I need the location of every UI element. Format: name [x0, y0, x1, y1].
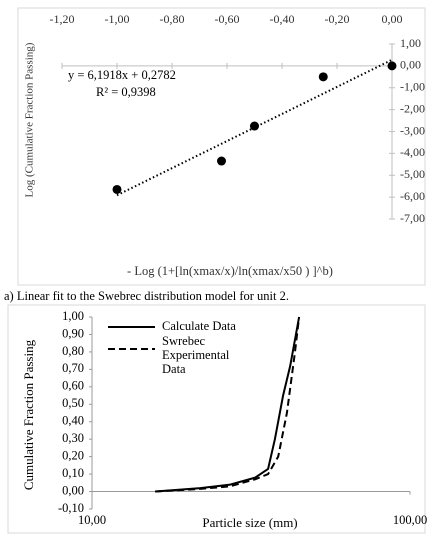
x-axis-label: Particle size (mm): [202, 515, 297, 530]
series-line: [155, 316, 301, 493]
y-tick-label: 0,80: [62, 344, 84, 358]
y-tick-label: 0,30: [62, 431, 84, 445]
y-tick-label: 0,00: [400, 58, 421, 72]
x-tick-label: 10,00: [78, 513, 106, 527]
y-tick-label: 1,00: [400, 36, 421, 50]
y-axis-label: Log (Cumulative Fraction Passing): [24, 42, 36, 197]
legend-label: Swrebec Experimental Data: [162, 334, 230, 376]
x-tick-label: 100,00: [393, 513, 427, 527]
legend-label: Calculate Data: [162, 319, 236, 333]
y-tick-label: -5,00: [400, 167, 425, 181]
y-tick-label: -2,00: [400, 101, 425, 115]
chart-frame: [7, 304, 426, 534]
y-tick-label: 0,20: [62, 449, 84, 463]
series-line: [155, 316, 301, 493]
x-tick-label: -0,40: [270, 12, 295, 26]
data-point: [318, 72, 328, 82]
y-tick-label: 0,60: [62, 379, 84, 393]
y-tick-label: 1,00: [62, 309, 84, 323]
y-tick-label: 0,70: [62, 361, 84, 375]
x-tick-label: -0,80: [160, 12, 185, 26]
y-tick-label: 0,50: [62, 396, 84, 410]
y-tick-label: -1,00: [400, 80, 425, 94]
x-tick-label: -1,20: [50, 12, 75, 26]
x-tick-label: -0,60: [215, 12, 240, 26]
trendline-equation: y = 6,1918x + 0,2782: [68, 68, 176, 82]
plot-area: [56, 30, 406, 235]
y-tick-label: -3,00: [400, 123, 425, 137]
y-tick-label: 0,40: [62, 414, 84, 428]
x-tick-label: 0,00: [382, 12, 403, 26]
y-tick-label: -4,00: [400, 145, 425, 159]
y-axis-label: Cumulative Fraction Passing: [21, 339, 36, 490]
caption: a) Linear fit to the Swebrec distributio…: [4, 289, 289, 303]
chart-frame: [17, 7, 426, 286]
data-point: [112, 184, 122, 194]
y-tick-label: 0,00: [62, 483, 84, 497]
x-tick-label: -1,00: [105, 12, 130, 26]
data-point: [387, 61, 397, 71]
y-tick-label: -7,00: [400, 211, 425, 225]
trendline-r2: R² = 0,9398: [96, 85, 156, 99]
y-tick-label: 0,10: [62, 466, 84, 480]
y-tick-label: 0,90: [62, 326, 84, 340]
data-point: [250, 121, 259, 131]
data-point: [217, 156, 226, 166]
x-tick-label: -0,20: [325, 12, 350, 26]
x-axis-label: - Log (1+[ln(xmax/x)/ln(xmax/x50 ) ]^b): [127, 264, 333, 278]
y-tick-label: -0,10: [58, 501, 84, 515]
y-tick-label: -6,00: [400, 189, 425, 203]
